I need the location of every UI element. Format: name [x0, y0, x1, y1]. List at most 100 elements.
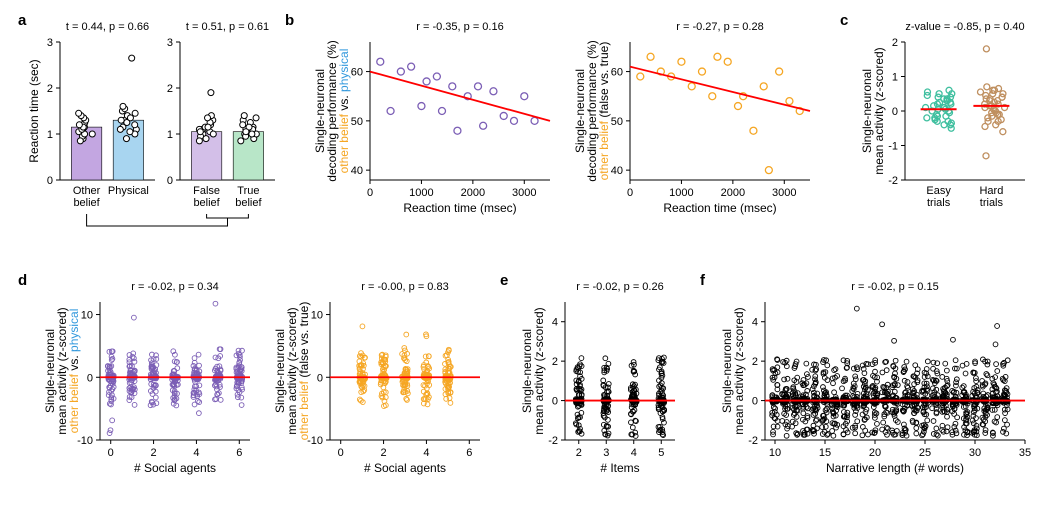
svg-text:Physical: Physical	[108, 185, 149, 197]
panel-e: r = -0.02, p = 0.26-20242345# ItemsSingl…	[510, 280, 690, 500]
svg-text:Reaction time (msec): Reaction time (msec)	[663, 201, 776, 215]
svg-text:4: 4	[752, 317, 758, 329]
svg-text:10: 10	[769, 447, 781, 459]
svg-text:3: 3	[603, 447, 609, 459]
svg-text:Reaction time (msec): Reaction time (msec)	[403, 201, 516, 215]
svg-text:Hard: Hard	[979, 185, 1003, 197]
svg-text:35: 35	[1019, 447, 1031, 459]
svg-text:40: 40	[611, 165, 623, 177]
svg-text:2: 2	[167, 83, 173, 95]
svg-text:50: 50	[611, 116, 623, 128]
svg-text:mean activity (z-scored): mean activity (z-scored)	[732, 307, 746, 434]
panel-f: r = -0.02, p = 0.15 -2 0 2 4 10 15 20 25 30 35 Narr…	[710, 280, 1040, 500]
svg-text:15: 15	[819, 447, 831, 459]
svg-text:0: 0	[47, 175, 53, 187]
svg-text:2: 2	[47, 83, 53, 95]
svg-text:trials: trials	[927, 197, 951, 209]
panel-c: z-value = -0.85, p = 0.40-2-1012Easytria…	[850, 20, 1045, 240]
svg-text:0: 0	[367, 187, 373, 199]
svg-text:0: 0	[752, 396, 758, 408]
svg-text:-2: -2	[888, 175, 898, 187]
svg-text:False: False	[193, 185, 220, 197]
svg-text:0: 0	[627, 187, 633, 199]
svg-text:50: 50	[351, 116, 363, 128]
panel-d: r = -0.02, p = 0.34 -10 0 10 0 2 4 6 # Social ag…	[30, 280, 490, 500]
svg-text:# Items: # Items	[600, 461, 639, 475]
svg-text:4: 4	[423, 447, 429, 459]
svg-text:r = -0.02, p = 0.15: r = -0.02, p = 0.15	[851, 281, 938, 293]
svg-text:belief: belief	[235, 197, 262, 209]
svg-text:20: 20	[869, 447, 881, 459]
svg-text:3: 3	[47, 37, 53, 49]
svg-text:mean activity (z-scored): mean activity (z-scored)	[532, 307, 546, 434]
label-d: d	[18, 272, 27, 289]
svg-text:6: 6	[236, 447, 242, 459]
svg-text:1: 1	[892, 72, 898, 84]
svg-text:-2: -2	[748, 435, 758, 447]
svg-text:0: 0	[338, 447, 344, 459]
svg-text:trials: trials	[980, 197, 1004, 209]
label-c: c	[840, 12, 848, 29]
label-e: e	[500, 272, 508, 289]
svg-text:10: 10	[81, 310, 93, 322]
svg-text:2: 2	[552, 356, 558, 368]
svg-text:other belief vs. physical: other belief vs. physical	[67, 309, 81, 434]
svg-text:30: 30	[969, 447, 981, 459]
svg-text:2: 2	[151, 447, 157, 459]
label-a: a	[18, 12, 26, 29]
svg-text:Other: Other	[73, 185, 101, 197]
svg-text:2: 2	[576, 447, 582, 459]
svg-text:0: 0	[317, 372, 323, 384]
svg-text:1000: 1000	[409, 187, 433, 199]
svg-text:r = -0.02, p = 0.34: r = -0.02, p = 0.34	[131, 281, 218, 293]
svg-text:r = -0.35, p = 0.16: r = -0.35, p = 0.16	[416, 21, 503, 33]
svg-text:Easy: Easy	[926, 185, 951, 197]
svg-text:2: 2	[752, 356, 758, 368]
svg-text:other belief (false vs. true): other belief (false vs. true)	[597, 42, 611, 181]
svg-text:6: 6	[466, 447, 472, 459]
svg-text:# Social agents: # Social agents	[364, 461, 446, 475]
figure: { "labels":{"a":"a","b":"b","c":"c","d":…	[0, 0, 1050, 509]
svg-text:other belief vs. physical: other belief vs. physical	[337, 49, 351, 174]
svg-text:0: 0	[87, 372, 93, 384]
svg-text:r = -0.27, p = 0.28: r = -0.27, p = 0.28	[676, 21, 763, 33]
svg-text:10: 10	[311, 310, 323, 322]
svg-text:5: 5	[658, 447, 664, 459]
svg-text:-1: -1	[888, 141, 898, 153]
svg-text:2: 2	[381, 447, 387, 459]
svg-text:2000: 2000	[461, 187, 485, 199]
svg-text:# Social agents: # Social agents	[134, 461, 216, 475]
svg-text:1000: 1000	[669, 187, 693, 199]
svg-text:belief: belief	[73, 197, 100, 209]
svg-text:0: 0	[108, 447, 114, 459]
svg-text:0: 0	[892, 106, 898, 118]
svg-text:2000: 2000	[721, 187, 745, 199]
svg-text:4: 4	[193, 447, 199, 459]
svg-text:60: 60	[351, 67, 363, 79]
label-b: b	[285, 12, 294, 29]
svg-text:4: 4	[631, 447, 637, 459]
svg-text:3: 3	[167, 37, 173, 49]
svg-text:2: 2	[892, 37, 898, 49]
svg-text:1: 1	[167, 129, 173, 141]
panel-b: r = -0.35, p = 0.16 40 50 60 0 1000 2000 3000 Re…	[300, 20, 820, 240]
svg-text:1: 1	[47, 129, 53, 141]
svg-text:3000: 3000	[772, 187, 796, 199]
svg-text:3000: 3000	[512, 187, 536, 199]
svg-text:r = -0.00, p = 0.83: r = -0.00, p = 0.83	[361, 281, 448, 293]
svg-text:25: 25	[919, 447, 931, 459]
label-f: f	[700, 272, 705, 289]
svg-text:0: 0	[167, 175, 173, 187]
svg-text:4: 4	[552, 317, 558, 329]
svg-text:40: 40	[351, 165, 363, 177]
svg-text:-2: -2	[548, 435, 558, 447]
svg-text:-10: -10	[77, 435, 93, 447]
svg-text:0: 0	[552, 396, 558, 408]
svg-text:60: 60	[611, 67, 623, 79]
svg-text:mean activity (z-scored): mean activity (z-scored)	[872, 47, 886, 174]
svg-text:other belief (false vs. true): other belief (false vs. true)	[297, 302, 311, 441]
svg-text:t = 0.51, p = 0.61: t = 0.51, p = 0.61	[186, 21, 269, 33]
svg-text:Narrative length (# words): Narrative length (# words)	[826, 461, 964, 475]
svg-text:r = -0.02, p = 0.26: r = -0.02, p = 0.26	[576, 281, 663, 293]
svg-text:z-value = -0.85, p = 0.40: z-value = -0.85, p = 0.40	[905, 21, 1024, 33]
